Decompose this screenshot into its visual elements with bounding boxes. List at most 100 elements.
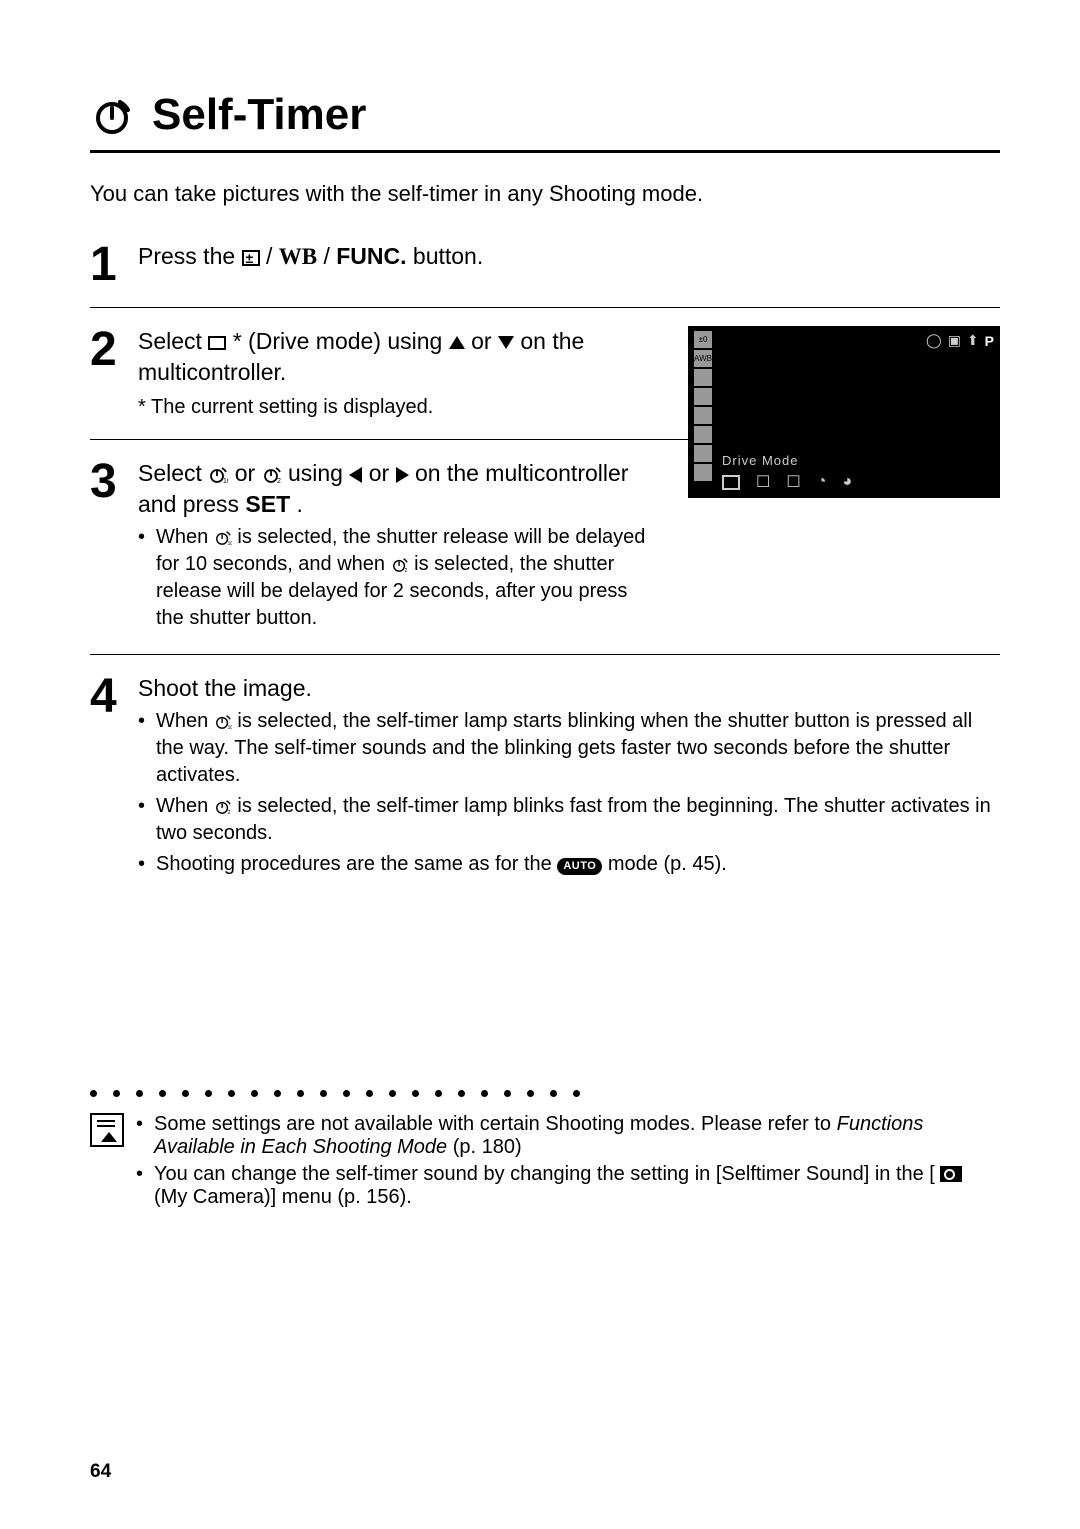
step-3-head: Select 10 or 2 using or on the multicont… — [138, 458, 668, 520]
lcd-left-icon-strip: ±0 AWB — [694, 331, 712, 481]
left-arrow-icon — [349, 467, 362, 483]
text: using — [288, 460, 349, 486]
bullet-text: Shooting procedures are the same as for … — [156, 851, 1000, 878]
down-arrow-icon — [498, 336, 514, 349]
text: / — [266, 243, 279, 269]
bullet-text: When 2 is selected, the self-timer lamp … — [156, 793, 1000, 847]
svg-text:10: 10 — [223, 478, 228, 484]
step-4: 4 Shoot the image. • When 10 is selected… — [90, 673, 1000, 900]
page-title: Self-Timer — [152, 90, 366, 140]
text: is selected, the self-timer lamp blinks … — [156, 795, 991, 844]
func-label: FUNC. — [336, 243, 406, 269]
svg-text:2: 2 — [404, 568, 407, 573]
timer-2-icon: 2 — [262, 466, 282, 484]
lcd-p-label: P — [985, 333, 994, 349]
lcd-icon: ⬆ — [967, 332, 979, 349]
step-1: 1 Press the / WB / FUNC. button. — [90, 241, 1000, 308]
bullet-icon: • — [136, 1163, 154, 1209]
timer-10-icon: 10 — [208, 466, 228, 484]
continuous-icon: ☐ — [756, 472, 770, 492]
timer-2-icon: 2 — [391, 557, 409, 573]
lcd-icon — [694, 445, 712, 462]
text: mode (p. 45). — [608, 853, 727, 875]
lcd-icon — [694, 426, 712, 443]
exposure-comp-icon — [242, 250, 260, 266]
bullet-icon: • — [138, 851, 156, 878]
text: Shooting procedures are the same as for … — [156, 853, 557, 875]
step-2-note: * The current setting is displayed. — [138, 394, 668, 421]
text: (My Camera)] menu (p. 156). — [154, 1186, 412, 1208]
text: button. — [413, 243, 483, 269]
lcd-icon: ▣ — [948, 332, 961, 349]
text: Select — [138, 460, 208, 486]
timer-10-icon: 10 — [214, 530, 232, 546]
note-text: You can change the self-timer sound by c… — [154, 1163, 1000, 1209]
right-arrow-icon — [396, 467, 409, 483]
text: . — [297, 491, 303, 517]
step-1-head: Press the / WB / FUNC. button. — [138, 241, 1000, 272]
text: Select — [138, 328, 208, 354]
text: or — [235, 460, 262, 486]
text: When — [156, 526, 214, 548]
step-4-bullets: • When 10 is selected, the self-timer la… — [138, 708, 1000, 878]
intro-text: You can take pictures with the self-time… — [90, 181, 1000, 207]
page-number: 64 — [90, 1461, 111, 1483]
set-label: SET — [245, 491, 290, 517]
text: (p. 180) — [453, 1136, 522, 1158]
text: Press the — [138, 243, 242, 269]
step-3-bullets: • When 10 is selected, the shutter relea… — [138, 524, 1000, 632]
text: You can change the self-timer sound by c… — [154, 1163, 935, 1185]
lcd-icon — [694, 464, 712, 481]
svg-text:2: 2 — [227, 810, 230, 815]
self-timer-icon — [90, 93, 134, 137]
timer-2-icon: 2 — [214, 799, 232, 815]
lcd-icon: ◯ — [926, 332, 942, 349]
single-shot-icon — [722, 475, 740, 490]
svg-text:10: 10 — [227, 541, 232, 546]
lcd-top-right: ◯ ▣ ⬆ P — [926, 332, 994, 349]
step-4-head: Shoot the image. — [138, 673, 1000, 704]
text: Some settings are not available with cer… — [154, 1113, 837, 1135]
text: When — [156, 710, 214, 732]
single-shot-icon — [208, 336, 226, 350]
notes-block: • Some settings are not available with c… — [90, 1113, 1000, 1213]
lcd-drive-options: ☐ ☐ ◔ ◕ — [722, 472, 992, 492]
text: * (Drive mode) using — [233, 328, 449, 354]
text: When — [156, 795, 214, 817]
up-arrow-icon — [449, 336, 465, 349]
bullet-icon: • — [136, 1113, 154, 1159]
camera-lcd-preview: ±0 AWB ◯ ▣ ⬆ P Drive Mode ☐ ☐ ◔ — [688, 326, 1000, 498]
step-2-head: Select * (Drive mode) using or on the mu… — [138, 326, 668, 388]
dotted-separator — [90, 1090, 1000, 1097]
wb-label: WB — [279, 244, 317, 269]
bullet-text: When 10 is selected, the shutter release… — [156, 524, 646, 632]
bullet-icon: • — [138, 708, 156, 789]
manual-page: Self-Timer You can take pictures with th… — [0, 0, 1080, 1529]
lcd-drive-mode-label: Drive Mode — [722, 453, 798, 468]
step-number: 2 — [90, 326, 138, 421]
text: or — [369, 460, 396, 486]
auto-mode-icon: AUTO — [557, 858, 602, 875]
my-camera-icon — [940, 1166, 962, 1182]
timer-10-icon: 10 — [214, 714, 232, 730]
svg-text:2: 2 — [277, 478, 281, 484]
text: is selected, the self-timer lamp starts … — [156, 710, 972, 786]
lcd-icon — [694, 388, 712, 405]
step-number: 3 — [90, 458, 138, 636]
text: / — [323, 243, 336, 269]
timer-2-icon: ◕ — [842, 473, 852, 491]
lcd-icon — [694, 407, 712, 424]
lcd-icon — [694, 369, 712, 386]
lcd-icon: ±0 — [694, 331, 712, 348]
note-icon — [90, 1113, 124, 1147]
svg-text:10: 10 — [227, 725, 232, 730]
timer-10-icon: ◔ — [817, 473, 827, 491]
bullet-icon: • — [138, 524, 156, 632]
bullet-text: When 10 is selected, the self-timer lamp… — [156, 708, 1000, 789]
step-number: 1 — [90, 241, 138, 289]
text: or — [471, 328, 498, 354]
lcd-icon: AWB — [694, 350, 712, 367]
step-number: 4 — [90, 673, 138, 882]
hs-continuous-icon: ☐ — [786, 472, 800, 492]
page-title-row: Self-Timer — [90, 90, 1000, 153]
